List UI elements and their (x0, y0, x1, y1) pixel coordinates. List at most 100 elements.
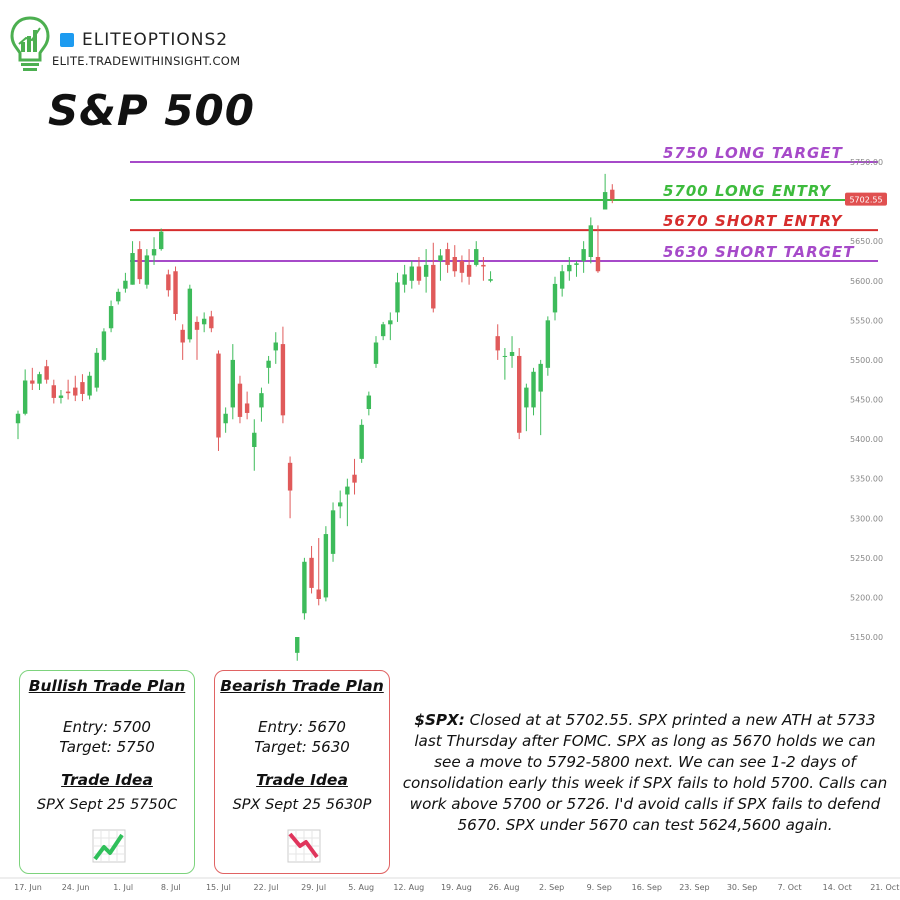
candle (602, 173, 608, 210)
x-tick-label: 26. Aug (489, 883, 520, 892)
brand-header: ELITEOPTIONS2 ELITE.TRADEWITHINSIGHT.COM (8, 14, 338, 84)
candle (323, 526, 329, 602)
candle (610, 184, 615, 204)
y-tick-label: 5650.00 (850, 237, 883, 246)
candle (252, 419, 257, 471)
y-tick-label: 5250.00 (850, 554, 883, 563)
candle (459, 255, 465, 283)
candle (445, 242, 450, 273)
x-tick-label: 23. Sep (679, 883, 709, 892)
x-tick-label: 29. Jul (301, 883, 326, 892)
x-tick-label: 24. Jun (62, 883, 90, 892)
candle (223, 407, 228, 433)
candle (481, 257, 486, 281)
candle (58, 390, 64, 404)
candle (37, 371, 42, 390)
candle (509, 336, 515, 368)
candle (309, 545, 314, 594)
candle (209, 310, 214, 333)
candle (531, 367, 536, 416)
candle (452, 245, 457, 277)
bearish-card-title: Bearish Trade Plan (220, 677, 384, 695)
candle (380, 321, 386, 341)
candle (259, 387, 264, 422)
candle (65, 379, 71, 400)
level-label-3: 5630 SHORT TARGET (663, 243, 855, 261)
y-tick-label: 5150.00 (850, 633, 883, 642)
y-tick-label: 5450.00 (850, 396, 883, 405)
x-tick-label: 17. Jun (14, 883, 42, 892)
chart-trend-up-icon (92, 829, 126, 863)
x-tick-label: 5. Aug (348, 883, 374, 892)
candle (230, 344, 235, 420)
candle (194, 316, 200, 360)
candle (87, 371, 92, 400)
x-tick-label: 9. Sep (587, 883, 612, 892)
candle (108, 300, 114, 333)
y-tick-label: 5750.00 (850, 158, 883, 167)
candle (302, 557, 307, 620)
bearish-target: Target: 5630 (254, 738, 350, 756)
bearish-trade-plan-card: Bearish Trade Plan Entry: 5670 Target: 5… (214, 670, 390, 874)
bullish-target: Target: 5750 (59, 738, 155, 756)
candle (388, 312, 393, 341)
candle (502, 348, 508, 380)
brand-site: ELITE.TRADEWITHINSIGHT.COM (52, 54, 241, 68)
candle (581, 241, 586, 273)
candle (137, 241, 142, 284)
level-label-0: 5750 LONG TARGET (663, 144, 844, 162)
candle (330, 502, 336, 562)
commentary-ticker: $SPX: (414, 711, 465, 729)
candle (524, 383, 529, 432)
chart-trend-down-icon (287, 829, 321, 863)
x-tick-label: 8. Jul (161, 883, 181, 892)
twitter-bird-icon (60, 33, 74, 47)
bullish-card-title: Bullish Trade Plan (28, 677, 186, 695)
candle (488, 271, 493, 283)
y-tick-label: 5550.00 (850, 316, 883, 325)
candle (474, 241, 479, 267)
candle (352, 458, 357, 495)
lightbulb-chart-icon (10, 16, 50, 71)
candle (552, 276, 558, 321)
bearish-idea: SPX Sept 25 5630P (232, 797, 372, 813)
candle (423, 249, 429, 293)
last-price-label: 5702.55 (849, 196, 882, 205)
x-tick-label: 19. Aug (441, 883, 472, 892)
candle (345, 478, 350, 527)
candle (366, 391, 372, 416)
bullish-idea: SPX Sept 25 5750C (36, 797, 178, 813)
x-tick-label: 12. Aug (393, 883, 424, 892)
candle (244, 391, 250, 420)
candle (295, 637, 300, 661)
candle (538, 359, 543, 436)
candle (438, 249, 443, 281)
candle (495, 324, 500, 360)
candle (402, 264, 407, 293)
candle (80, 374, 85, 402)
bullish-idea-title: Trade Idea (61, 771, 153, 789)
candle (359, 419, 364, 463)
candle (273, 332, 278, 364)
commentary-text: Closed at at 5702.55. SPX printed a new … (402, 711, 888, 834)
candle (338, 490, 343, 519)
candle (574, 260, 579, 277)
candle (559, 264, 565, 297)
last-price-tag (845, 192, 887, 206)
x-tick-label: 22. Jul (254, 883, 279, 892)
candle (395, 272, 400, 322)
x-tick-label: 1. Jul (113, 883, 133, 892)
y-tick-label: 5200.00 (850, 593, 883, 602)
candle (94, 348, 99, 392)
candle (280, 326, 286, 424)
candle (187, 284, 193, 343)
x-tick-label: 15. Jul (206, 883, 231, 892)
candle (237, 375, 243, 424)
y-tick-label: 5300.00 (850, 514, 883, 523)
candle (130, 241, 135, 285)
bearish-entry: Entry: 5670 (258, 718, 346, 736)
candle (595, 225, 601, 273)
candle (201, 312, 207, 333)
candle (466, 249, 472, 285)
